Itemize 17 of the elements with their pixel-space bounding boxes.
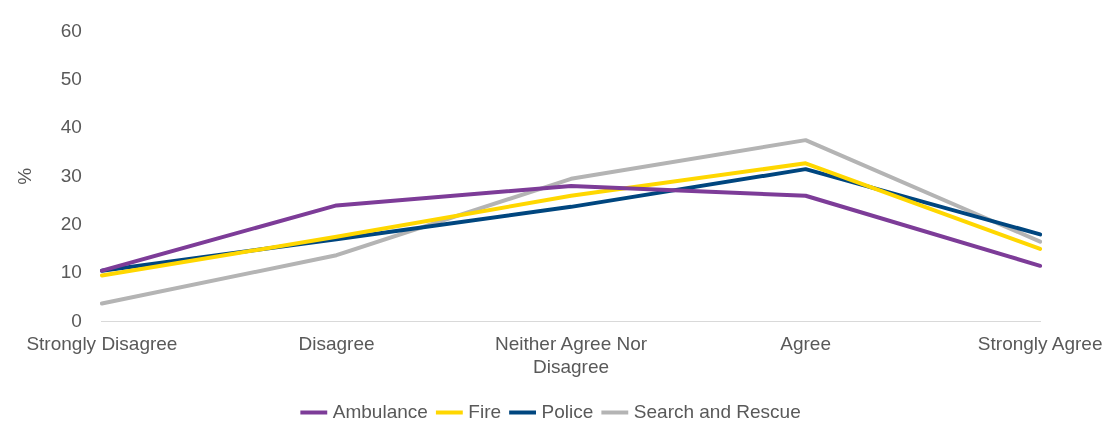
y-axis-title: %: [13, 167, 35, 185]
x-tick-label: Neither Agree Nor Disagree: [495, 333, 648, 377]
y-tick-label: 40: [60, 116, 82, 138]
legend-label: Fire: [468, 400, 502, 422]
y-tick-label: 50: [60, 67, 82, 89]
y-tick-label: 60: [60, 19, 82, 41]
y-tick-label: 20: [60, 212, 82, 234]
y-tick-label: 0: [71, 309, 82, 331]
x-tick-label: Strongly Agree: [977, 333, 1103, 355]
x-tick-label: Strongly Disagree: [26, 333, 178, 355]
legend-label: Police: [541, 400, 594, 422]
x-tick-label: Agree: [780, 333, 831, 355]
y-tick-label: 30: [60, 164, 82, 186]
y-tick-label: 10: [60, 261, 82, 283]
x-tick-label: Disagree: [298, 333, 375, 355]
legend-label: Search and Rescue: [633, 400, 801, 422]
legend-label: Ambulance: [332, 400, 428, 422]
